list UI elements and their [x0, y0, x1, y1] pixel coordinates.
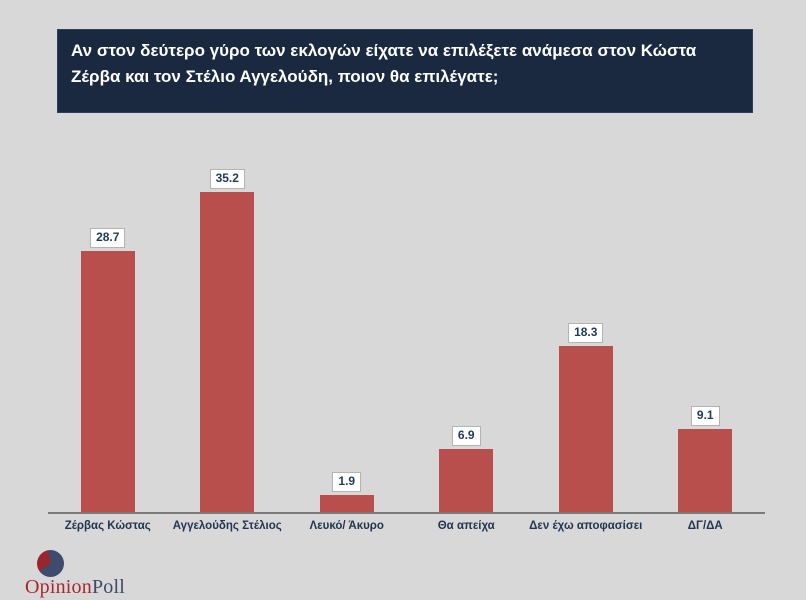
bar [678, 429, 733, 512]
bar [200, 192, 255, 512]
bar-group: 1.9 [287, 472, 407, 512]
category-label: Δεν έχω αποφασίσει [529, 520, 643, 532]
bar-group: 6.9 [407, 426, 527, 512]
plot-area: 28.7 35.2 1.9 6.9 18.3 9.1 [48, 140, 765, 514]
bar-group: 28.7 [48, 228, 168, 512]
logo-text: OpinionPoll [25, 576, 125, 599]
value-label: 6.9 [451, 426, 481, 446]
bar-group: 9.1 [646, 406, 766, 512]
bar [558, 346, 613, 512]
value-label: 35.2 [209, 169, 245, 189]
bar [319, 495, 374, 512]
opinionpoll-logo: OpinionPoll [25, 548, 185, 598]
value-label: 9.1 [690, 406, 720, 426]
category-label: Αγγελούδης Στέλιος [172, 520, 282, 532]
value-label: 18.3 [568, 323, 604, 343]
bar-chart: 28.7 35.2 1.9 6.9 18.3 9.1 [48, 140, 765, 532]
bar-group: 18.3 [526, 323, 646, 512]
logo-text-opinion: Opinion [25, 576, 92, 598]
category-label: ΔΓ/ΔΑ [687, 520, 723, 532]
value-label: 28.7 [90, 228, 126, 248]
category-label: Ζέρβας Κώστας [64, 520, 151, 532]
question-text: Αν στον δεύτερο γύρο των εκλογών είχατε … [71, 41, 697, 87]
value-label: 1.9 [332, 472, 362, 492]
bar [80, 251, 135, 512]
question-header: Αν στον δεύτερο γύρο των εκλογών είχατε … [57, 29, 753, 113]
pie-chart-logo-icon [37, 550, 64, 577]
category-label: Θα απείχα [437, 520, 495, 532]
category-label: Λευκό/ Άκυρο [309, 520, 384, 532]
bar-group: 35.2 [168, 169, 288, 512]
bar [439, 449, 494, 512]
logo-text-poll: Poll [91, 576, 126, 598]
x-axis-labels: Ζέρβας Κώστας Αγγελούδης Στέλιος Λευκό/ … [48, 520, 765, 532]
